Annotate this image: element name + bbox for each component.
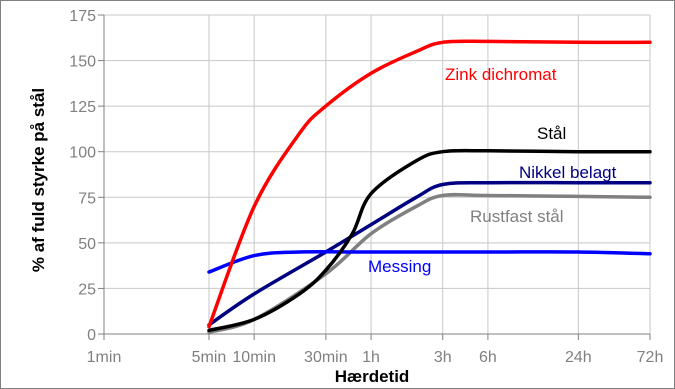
series-label-st-l: Stål (537, 124, 566, 143)
x-tick-label: 24h (565, 349, 592, 366)
x-tick-label: 5min (192, 349, 227, 366)
series-label-nikkel-belagt: Nikkel belagt (519, 163, 617, 182)
label-layer: Zink dichromat Stål Nikkel belagt Rustfast … (368, 65, 617, 276)
x-tick-label: 3h (434, 349, 452, 366)
series-label-messing: Messing (368, 257, 431, 276)
y-tick-label: 100 (69, 145, 96, 162)
series-layer (207, 39, 652, 334)
grid-layer (103, 14, 651, 334)
x-axis-title: Hærdetid (335, 367, 410, 386)
x-tick-label: 6h (479, 349, 497, 366)
series-line-messing (207, 249, 652, 274)
y-tick-label: 75 (78, 190, 96, 207)
y-tick-label: 0 (87, 327, 96, 344)
series-label-rustfast-st-l: Rustfast stål (470, 207, 564, 226)
series-line-zink-dichromat (207, 39, 652, 329)
series-label-zink-dichromat: Zink dichromat (445, 65, 557, 84)
axis-layer: 0 25 50 75 100 125 150 175 1min 5min 10min 30min 1h 3… (69, 8, 663, 366)
y-tick-label: 175 (69, 8, 96, 25)
x-tick-label: 1min (87, 349, 122, 366)
y-tick-label: 50 (78, 236, 96, 253)
y-tick-label: 125 (69, 99, 96, 116)
x-tick-label: 30min (304, 349, 348, 366)
x-tick-label: 10min (232, 349, 276, 366)
x-tick-label: 72h (637, 349, 664, 366)
y-axis-title: % af fuld styrke på stål (29, 88, 48, 272)
y-tick-label: 150 (69, 54, 96, 71)
y-tick-label: 25 (78, 281, 96, 298)
series-line-nikkel-belagt (207, 180, 652, 327)
x-tick-label: 1h (362, 349, 380, 366)
series-line-st-l (207, 148, 652, 333)
